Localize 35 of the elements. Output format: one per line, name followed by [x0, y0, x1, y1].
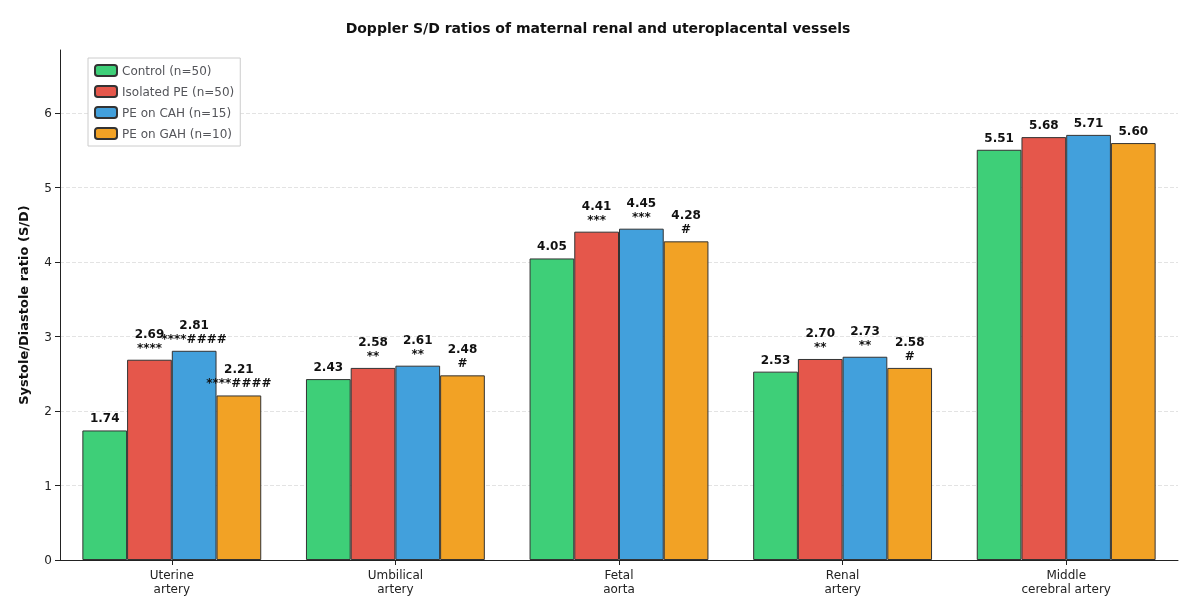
chart-title: Doppler S/D ratios of maternal renal and uteroplacental vessels [345, 20, 851, 36]
data-label: 5.60 [1118, 124, 1149, 139]
x-tick-label: Middle cerebral artery [1021, 568, 1111, 596]
x-tick-label: Umbilical artery [367, 568, 424, 596]
legend-label: Isolated PE (n=50) [122, 84, 235, 99]
legend-label: PE on CAH (n=15) [122, 105, 232, 120]
data-label: 4.05 [537, 239, 567, 254]
data-label: 2.48 # [447, 342, 478, 371]
data-label: 4.41 *** [581, 198, 612, 227]
data-label: 5.71 [1073, 115, 1104, 130]
x-tick-label: Uterine artery [149, 568, 194, 596]
legend-label: PE on GAH (n=10) [122, 126, 233, 141]
x-tick-label: Fetal aorta [603, 568, 635, 596]
y-tick-label: 3 [44, 329, 52, 344]
data-label: 2.58 # [894, 334, 925, 363]
y-tick-label: 6 [44, 106, 52, 121]
legend-label: Control (n=50) [122, 63, 212, 78]
data-label: 5.51 [984, 130, 1014, 145]
y-tick-label: 0 [44, 553, 52, 567]
y-tick-label: 4 [44, 255, 52, 270]
data-label: 4.28 # [671, 208, 701, 237]
data-label: 2.73 ** [850, 323, 880, 352]
data-label: 2.58 ** [358, 334, 388, 363]
data-label: 2.70 ** [805, 325, 836, 354]
y-tick-label: 5 [44, 180, 52, 195]
y-axis-title: Systole/Diastole ratio (S/D) [16, 205, 31, 405]
data-label: 2.53 [760, 352, 791, 367]
data-label: 1.74 [89, 411, 120, 426]
data-label: 2.43 [313, 360, 344, 375]
data-label: 5.68 [1029, 118, 1059, 133]
data-label: 4.45 *** [626, 195, 657, 224]
y-tick-label: 2 [44, 404, 52, 419]
data-label: 2.61 ** [402, 332, 433, 361]
y-tick-label: 1 [44, 478, 52, 493]
x-tick-label: Renal artery [824, 568, 861, 596]
